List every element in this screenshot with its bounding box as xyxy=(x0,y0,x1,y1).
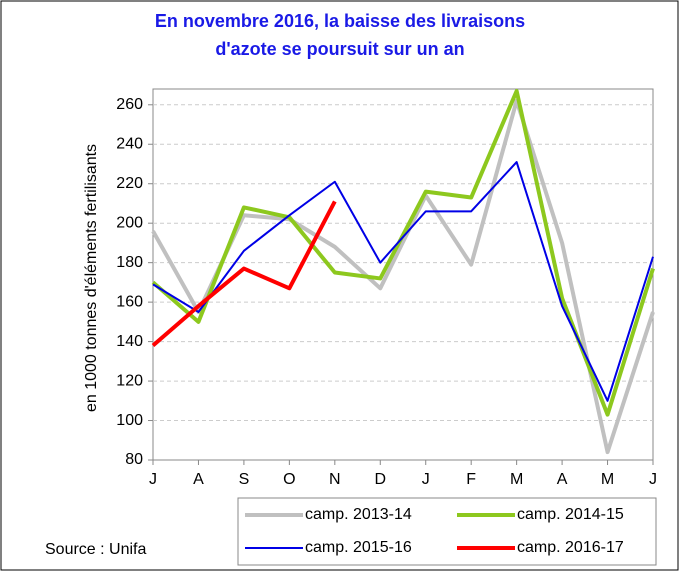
series-line xyxy=(152,161,654,402)
x-tick-label: N xyxy=(329,471,341,488)
y-tick-label: 80 xyxy=(125,451,143,468)
y-tick-label: 200 xyxy=(116,214,143,231)
series-line xyxy=(151,200,337,348)
plot-area xyxy=(152,88,654,461)
series-line xyxy=(151,88,655,417)
y-tick-label: 220 xyxy=(116,175,143,192)
chart-subtitle: d'azote se poursuit sur un an xyxy=(215,39,464,59)
legend-label: camp. 2014-15 xyxy=(517,506,624,523)
x-tick-label: F xyxy=(466,471,476,488)
x-tick-label: J xyxy=(649,471,657,488)
y-tick-label: 100 xyxy=(116,412,143,429)
x-tick-label: A xyxy=(193,471,204,488)
y-tick-label: 180 xyxy=(116,254,143,271)
legend xyxy=(237,497,657,566)
x-tick-label: M xyxy=(510,471,523,488)
legend-label: camp. 2016-17 xyxy=(517,539,624,556)
chart-title: En novembre 2016, la baisse des livraiso… xyxy=(155,11,525,31)
x-tick-label: M xyxy=(601,471,614,488)
y-tick-label: 260 xyxy=(116,96,143,113)
x-tick-label: D xyxy=(374,471,386,488)
x-tick-label: S xyxy=(239,471,250,488)
source: Source : Unifa xyxy=(45,541,146,558)
x-tick-label: A xyxy=(557,471,568,488)
legend-label: camp. 2013-14 xyxy=(305,506,412,523)
x-tick-label: O xyxy=(283,471,295,488)
y-axis-label: en 1000 tonnes d'éléments fertilisants xyxy=(83,144,100,412)
y-tick-label: 240 xyxy=(116,135,143,152)
y-tick-label: 120 xyxy=(116,372,143,389)
y-tick-label: 140 xyxy=(116,333,143,350)
legend-label: camp. 2015-16 xyxy=(305,539,412,556)
x-tick-label: J xyxy=(149,471,157,488)
x-tick-label: J xyxy=(422,471,430,488)
y-tick-label: 160 xyxy=(116,293,143,310)
